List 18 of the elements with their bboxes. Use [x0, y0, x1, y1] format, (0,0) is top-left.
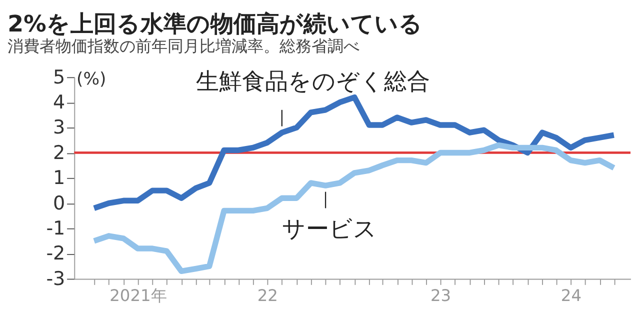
y-tick-label: -2 [46, 242, 66, 265]
y-tick-label: 4 [53, 92, 66, 114]
x-tick-label: 22 [257, 286, 278, 306]
chart-subtitle: 消費者物価指数の前年同月比増減率。総務省調べ [8, 36, 360, 56]
x-tick-label: 24 [560, 286, 582, 306]
y-tick-label: -1 [46, 218, 66, 240]
x-tick-label: 23 [430, 286, 452, 306]
y-tick-label: 5 [53, 66, 66, 88]
x-tick-label: 2021年 [110, 286, 167, 306]
y-tick-label: 0 [53, 192, 66, 214]
series-label: サービス [282, 216, 377, 242]
y-axis-title: (%) [76, 69, 106, 90]
y-tick-label: 1 [53, 167, 66, 190]
y-tick-label: -3 [46, 268, 66, 290]
y-tick-label: 3 [53, 116, 66, 139]
series-label: 生鮮食品をのぞく総合 [196, 68, 430, 95]
chart-title: 2%を上回る水準の物価高が続いている [8, 10, 422, 38]
y-tick-label: 2 [53, 142, 66, 164]
